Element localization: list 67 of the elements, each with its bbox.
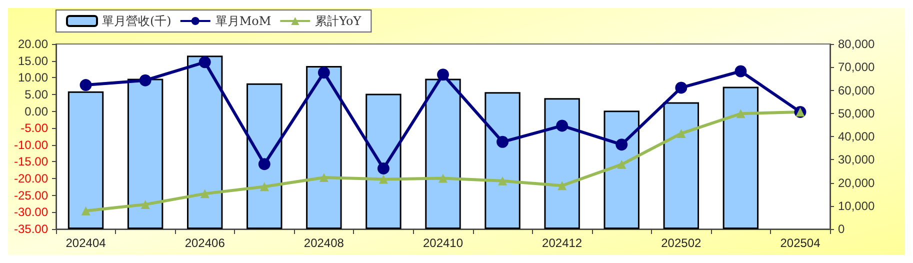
point xyxy=(438,174,448,183)
bar xyxy=(306,66,342,229)
y-tick-label: 0.00 xyxy=(24,104,48,118)
y2-tick-label: 20,000 xyxy=(838,176,876,190)
point xyxy=(81,206,90,216)
x-tick-label: 202408 xyxy=(304,236,344,250)
y2-tick-label: 30,000 xyxy=(838,152,876,167)
y2-tick-label: 80,000 xyxy=(838,37,876,51)
y-tick-label: -15.00 xyxy=(14,154,48,169)
point xyxy=(676,128,686,138)
y-tick-label: 5.00 xyxy=(24,87,48,102)
x-tick-label: 202412 xyxy=(542,236,582,250)
x-tick-label: 202504 xyxy=(780,236,821,250)
bar xyxy=(127,78,164,229)
y2-tick-label: 40,000 xyxy=(838,130,876,144)
point xyxy=(80,79,92,92)
point xyxy=(258,158,270,170)
point xyxy=(736,109,746,118)
bar xyxy=(425,78,461,229)
bar xyxy=(663,102,700,229)
point xyxy=(377,162,390,174)
y-tick-label: -5.00 xyxy=(20,121,48,136)
x-tick-label: 202502 xyxy=(661,236,702,250)
x-tick-label: 202406 xyxy=(184,236,226,250)
point xyxy=(200,189,210,198)
point xyxy=(319,173,328,182)
bar xyxy=(186,56,223,229)
y2-tick-label: 0 xyxy=(838,222,845,236)
point xyxy=(496,136,509,148)
point xyxy=(556,120,568,132)
point xyxy=(260,182,269,192)
point xyxy=(378,174,388,184)
point xyxy=(616,138,628,151)
legend-label: 單月MoM xyxy=(215,14,272,28)
point xyxy=(734,65,747,78)
point xyxy=(617,160,626,169)
bar xyxy=(484,92,520,229)
legend-label: 累計YoY xyxy=(315,14,362,28)
y2-tick-label: 60,000 xyxy=(838,83,876,98)
bar xyxy=(604,110,640,229)
point xyxy=(139,74,152,86)
bar xyxy=(544,98,580,229)
x-tick-label: 202410 xyxy=(422,236,464,250)
point xyxy=(558,181,567,190)
point xyxy=(498,176,508,186)
bar xyxy=(246,83,282,229)
bar xyxy=(68,91,104,229)
y2-tick-label: 70,000 xyxy=(838,60,876,74)
y2-tick-label: 10,000 xyxy=(838,198,876,213)
y-tick-label: -10.00 xyxy=(14,138,48,152)
point xyxy=(318,66,330,79)
y-tick-label: 10.00 xyxy=(18,70,48,85)
point xyxy=(198,56,211,68)
y-tick-label: 15.00 xyxy=(18,54,48,68)
y-tick-label: -20.00 xyxy=(14,172,48,186)
legend-label: 單月營收(千) xyxy=(102,14,172,28)
point xyxy=(140,200,150,209)
bar xyxy=(366,94,402,229)
y-tick-label: -30.00 xyxy=(14,205,48,220)
y-tick-label: -25.00 xyxy=(14,188,48,202)
y-tick-label: 20.00 xyxy=(18,37,48,51)
point xyxy=(437,68,449,81)
y-tick-label: -35.00 xyxy=(14,222,48,236)
y2-tick-label: 50,000 xyxy=(838,106,876,120)
point xyxy=(675,82,688,94)
bar xyxy=(722,86,759,229)
x-tick-label: 202404 xyxy=(66,236,106,250)
